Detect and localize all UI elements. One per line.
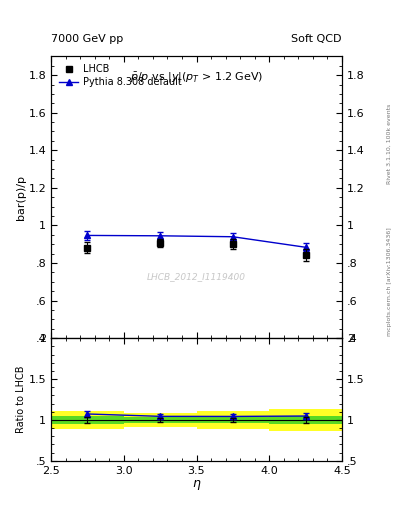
Bar (51, 416, 124, 423)
Bar (269, 416, 342, 424)
Text: mcplots.cern.ch [arXiv:1306.3436]: mcplots.cern.ch [arXiv:1306.3436] (387, 227, 391, 336)
X-axis label: $\eta$: $\eta$ (192, 478, 201, 493)
Y-axis label: Ratio to LHCB: Ratio to LHCB (16, 366, 26, 433)
Text: LHCB_2012_I1119400: LHCB_2012_I1119400 (147, 272, 246, 281)
Text: Rivet 3.1.10, 100k events: Rivet 3.1.10, 100k events (387, 103, 391, 183)
Bar (124, 417, 196, 423)
Text: 7000 GeV pp: 7000 GeV pp (51, 33, 123, 44)
Text: Soft QCD: Soft QCD (292, 33, 342, 44)
Y-axis label: bar(p)/p: bar(p)/p (16, 175, 26, 220)
Bar (51, 411, 124, 430)
Bar (269, 409, 342, 431)
Bar (196, 411, 269, 430)
Bar (124, 413, 196, 428)
Text: $\bar{p}/p$ vs $|y|$($p_T$ > 1.2 GeV): $\bar{p}/p$ vs $|y|$($p_T$ > 1.2 GeV) (130, 71, 263, 84)
Bar (196, 417, 269, 423)
Legend: LHCB, Pythia 8.308 default: LHCB, Pythia 8.308 default (56, 61, 185, 90)
